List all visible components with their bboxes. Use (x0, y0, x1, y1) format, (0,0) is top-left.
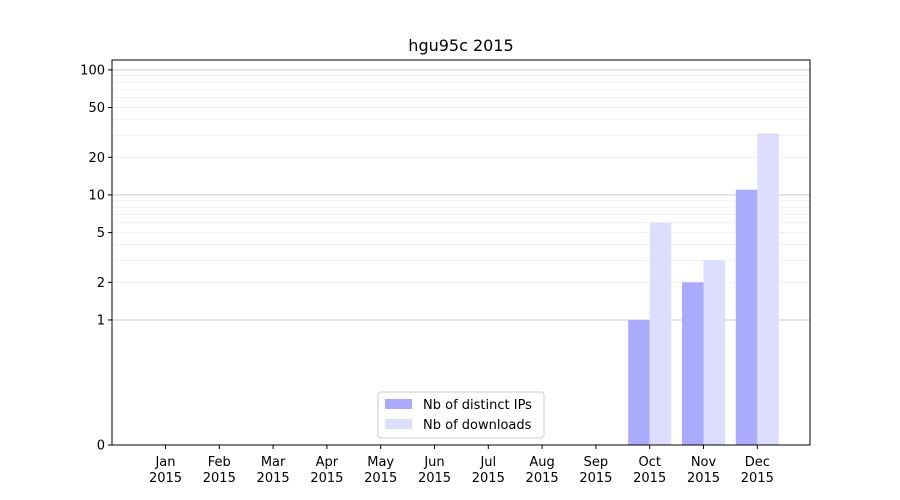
x-tick-label-month: Nov (691, 455, 717, 470)
x-tick-label-year: 2015 (579, 471, 612, 486)
x-tick-label-year: 2015 (633, 471, 666, 486)
bar-downloads (703, 260, 725, 445)
x-tick-label-month: May (367, 455, 394, 470)
x-axis: Jan2015Feb2015Mar2015Apr2015May2015Jun20… (149, 445, 774, 486)
x-tick-label-month: Feb (208, 455, 231, 470)
x-tick-label-month: Sep (584, 455, 609, 470)
x-tick-label-month: Aug (529, 455, 554, 470)
bar-distinct-ips (735, 189, 758, 445)
x-tick-label-year: 2015 (472, 471, 505, 486)
y-tick-label: 20 (88, 151, 105, 166)
x-tick-label-month: Jan (154, 455, 175, 470)
x-tick-label-year: 2015 (203, 471, 236, 486)
legend-label: Nb of downloads (423, 418, 532, 433)
y-tick-label: 0 (97, 439, 105, 454)
y-tick-label: 1 (97, 313, 105, 328)
bar-downloads (757, 133, 779, 445)
x-tick-label-year: 2015 (149, 471, 182, 486)
bar-downloads (649, 222, 672, 445)
x-tick-label-year: 2015 (364, 471, 397, 486)
y-tick-label: 5 (97, 226, 105, 241)
legend: Nb of distinct IPs Nb of downloads (377, 391, 545, 439)
y-tick-label: 2 (97, 276, 105, 291)
x-tick-label-month: Mar (261, 455, 286, 470)
legend-swatch (385, 399, 412, 409)
chart-title: hgu95c 2015 (408, 36, 513, 55)
x-tick-label-month: Jul (479, 455, 496, 470)
x-tick-label-year: 2015 (526, 471, 559, 486)
x-tick-label-year: 2015 (257, 471, 290, 486)
y-tick-label: 10 (88, 188, 105, 203)
x-tick-label-year: 2015 (687, 471, 720, 486)
legend-label: Nb of distinct IPs (423, 398, 532, 413)
legend-box (377, 391, 545, 439)
x-tick-label-month: Jun (423, 455, 444, 470)
x-tick-label-year: 2015 (310, 471, 343, 486)
x-tick-label-year: 2015 (418, 471, 451, 486)
y-tick-label: 50 (88, 101, 105, 116)
legend-swatch (385, 419, 412, 429)
grid-lines (112, 69, 810, 321)
bar-distinct-ips (682, 282, 704, 445)
bars (628, 133, 779, 445)
bar-distinct-ips (628, 319, 650, 445)
x-tick-label-month: Oct (638, 455, 660, 470)
plot-frame (111, 59, 811, 446)
y-tick-label: 100 (80, 63, 105, 78)
x-tick-label-month: Dec (745, 455, 770, 470)
y-axis: 0 1 2 5 10 20 50 100 (80, 63, 112, 454)
x-tick-label-year: 2015 (741, 471, 774, 486)
x-tick-label-month: Apr (316, 455, 339, 470)
